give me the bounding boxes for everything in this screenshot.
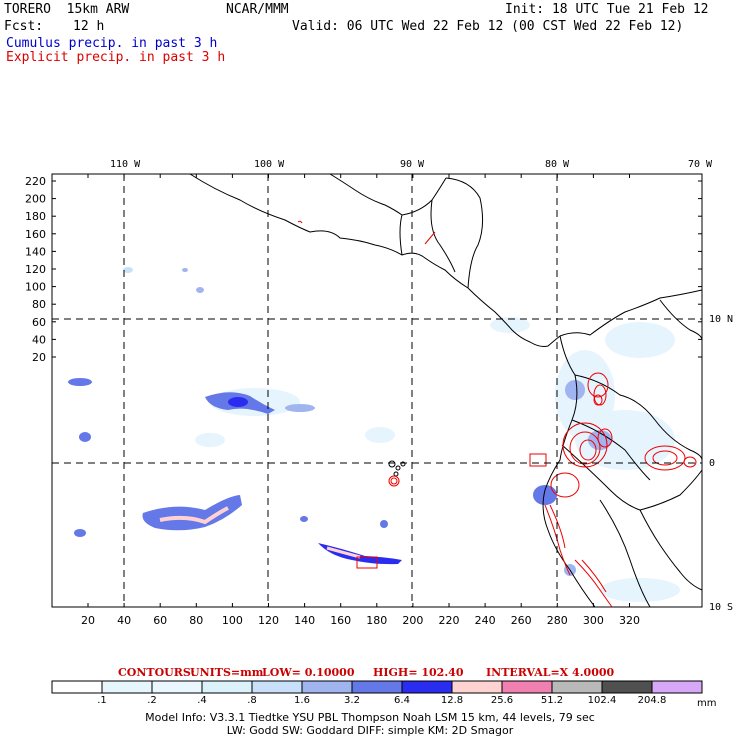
colorbar-label: .8 xyxy=(247,695,257,706)
x-tick-label: 80 xyxy=(189,614,203,627)
colorbar-swatch xyxy=(501,680,553,694)
y-tick-label: 100 xyxy=(25,281,46,294)
axis-ticks: 220 200 180 160 140 120 100 80 60 40 20 20 40 60 80 100… xyxy=(25,174,702,627)
galapagos-islands xyxy=(388,460,406,477)
colorbar-label: 204.8 xyxy=(637,695,667,706)
explicit-precip-contours xyxy=(297,220,697,608)
colorbar-swatch xyxy=(101,680,153,694)
x-tick-label: 300 xyxy=(583,614,604,627)
model-info-line2: LW: Godd SW: Goddard DIFF: simple KM: 2D… xyxy=(226,724,514,737)
contour-units: UNITS=mm xyxy=(190,666,264,679)
colorbar-label: 1.6 xyxy=(294,695,310,706)
light-precip-areas xyxy=(195,317,680,602)
colorbar-label: .2 xyxy=(147,695,157,706)
graticule xyxy=(52,174,702,607)
lon-label-80w: 80 W xyxy=(545,159,570,170)
lon-label-100w: 100 W xyxy=(254,159,285,170)
colorbar-swatch xyxy=(651,680,703,694)
forecast-hour: 12 h xyxy=(73,19,105,34)
center-label: NCAR/MMM xyxy=(226,2,289,17)
lat-label-10s: 10 S xyxy=(709,602,734,613)
y-tick-label: 60 xyxy=(32,316,46,329)
colorbar-swatch xyxy=(351,680,403,694)
x-tick-label: 60 xyxy=(153,614,167,627)
contour-title: CONTOURS: xyxy=(118,666,195,679)
x-tick-label: 320 xyxy=(619,614,640,627)
y-tick-label: 20 xyxy=(32,351,46,364)
colorbar-label: .1 xyxy=(97,695,107,706)
colorbar-label: 51.2 xyxy=(540,695,564,706)
x-tick-label: 280 xyxy=(547,614,568,627)
colorbar-label: 12.8 xyxy=(440,695,464,706)
y-tick-label: 220 xyxy=(25,175,46,188)
y-tick-label: 180 xyxy=(25,210,46,223)
model-info-line1: Model Info: V3.3.1 Tiedtke YSU PBL Thomp… xyxy=(145,711,595,724)
lon-label-110w: 110 W xyxy=(110,159,141,170)
colorbar-label: 3.2 xyxy=(344,695,360,706)
y-tick-label: 160 xyxy=(25,228,46,241)
colorbar-swatch xyxy=(301,680,353,694)
lat-label-0: 0 xyxy=(709,458,716,469)
x-tick-label: 240 xyxy=(475,614,496,627)
x-tick-label: 120 xyxy=(258,614,279,627)
colorbar-swatch xyxy=(151,680,203,694)
x-tick-label: 160 xyxy=(330,614,351,627)
init-time: Init: 18 UTC Tue 21 Feb 12 xyxy=(505,2,709,17)
colorbar-label: 25.6 xyxy=(490,695,514,706)
x-tick-label: 200 xyxy=(402,614,423,627)
x-tick-label: 140 xyxy=(294,614,315,627)
colorbar-swatch xyxy=(251,680,303,694)
colorbar-swatch xyxy=(51,680,103,694)
lon-label-90w: 90 W xyxy=(400,159,425,170)
colorbar-swatch xyxy=(451,680,503,694)
y-tick-label: 140 xyxy=(25,245,46,258)
y-tick-label: 40 xyxy=(32,333,46,346)
lat-label-10n: 10 N xyxy=(709,314,734,325)
colorbar-swatch xyxy=(201,680,253,694)
explicit-legend: Explicit precip. in past 3 h xyxy=(6,50,226,65)
x-tick-label: 20 xyxy=(81,614,95,627)
colorbar-swatch xyxy=(601,680,653,694)
contour-low: LOW= 0.10000 xyxy=(262,666,355,679)
cumulus-legend: Cumulus precip. in past 3 h xyxy=(6,36,218,51)
x-tick-label: 260 xyxy=(511,614,532,627)
y-tick-label: 200 xyxy=(25,193,46,206)
forecast-label: Fcst: xyxy=(4,19,44,34)
contour-high: HIGH= 102.40 xyxy=(373,666,464,679)
colorbar-unit: mm xyxy=(697,698,717,709)
x-tick-label: 220 xyxy=(439,614,460,627)
colorbar-label: .4 xyxy=(197,695,207,706)
y-tick-label: 120 xyxy=(25,263,46,276)
y-tick-label: 80 xyxy=(32,298,46,311)
model-title: TORERO 15km ARW xyxy=(4,2,130,17)
contour-interval: INTERVAL=X 4.0000 xyxy=(486,666,615,679)
colorbar-swatch xyxy=(551,680,603,694)
x-tick-label: 40 xyxy=(117,614,131,627)
colorbar-label: 102.4 xyxy=(587,695,617,706)
lon-label-70w: 70 W xyxy=(688,159,713,170)
colorbar-swatch xyxy=(401,680,453,694)
valid-time: Valid: 06 UTC Wed 22 Feb 12 (00 CST Wed … xyxy=(292,19,684,34)
colorbar-label: 6.4 xyxy=(394,695,410,706)
x-tick-label: 100 xyxy=(222,614,243,627)
x-tick-label: 180 xyxy=(366,614,387,627)
